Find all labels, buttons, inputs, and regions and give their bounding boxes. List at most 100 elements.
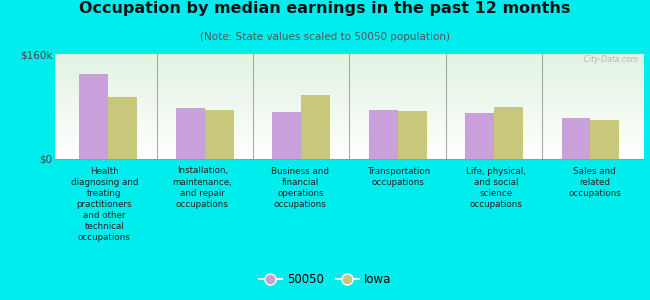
Bar bbox=[562, 118, 590, 159]
Bar bbox=[55, 141, 644, 142]
Bar bbox=[55, 84, 644, 86]
Bar bbox=[55, 79, 644, 80]
Bar bbox=[590, 120, 619, 159]
Bar bbox=[55, 117, 644, 118]
Bar bbox=[55, 144, 644, 145]
Bar bbox=[55, 89, 644, 90]
Bar bbox=[55, 59, 644, 60]
Bar bbox=[55, 91, 644, 92]
Text: Transportation
occupations: Transportation occupations bbox=[367, 167, 430, 187]
Text: Sales and
related
occupations: Sales and related occupations bbox=[568, 167, 621, 198]
Text: Life, physical,
and social
science
occupations: Life, physical, and social science occup… bbox=[467, 167, 526, 209]
Bar bbox=[55, 55, 644, 56]
Bar bbox=[55, 152, 644, 153]
Bar bbox=[55, 78, 644, 79]
Bar bbox=[55, 104, 644, 106]
Bar bbox=[55, 86, 644, 88]
Bar bbox=[55, 110, 644, 111]
Bar bbox=[55, 68, 644, 69]
Bar bbox=[55, 95, 644, 96]
Bar bbox=[55, 64, 644, 66]
Bar bbox=[55, 118, 644, 119]
Bar bbox=[55, 126, 644, 128]
Bar bbox=[55, 154, 644, 155]
Bar bbox=[55, 56, 644, 57]
Bar bbox=[55, 157, 644, 158]
Bar bbox=[55, 148, 644, 150]
Bar bbox=[55, 81, 644, 83]
Bar bbox=[465, 113, 494, 159]
Bar bbox=[55, 105, 644, 106]
Bar bbox=[55, 73, 644, 74]
Bar bbox=[55, 111, 644, 112]
Bar bbox=[55, 136, 644, 137]
Legend: 50050, Iowa: 50050, Iowa bbox=[254, 269, 396, 291]
Bar bbox=[369, 110, 398, 159]
Bar bbox=[398, 111, 426, 159]
Bar bbox=[55, 116, 644, 117]
Bar bbox=[55, 96, 644, 97]
Text: Health
diagnosing and
treating
practitioners
and other
technical
occupations: Health diagnosing and treating practitio… bbox=[70, 167, 138, 242]
Text: City-Data.com: City-Data.com bbox=[578, 55, 638, 64]
Bar bbox=[55, 94, 644, 95]
Bar bbox=[55, 76, 644, 77]
Bar bbox=[55, 140, 644, 141]
Bar bbox=[55, 153, 644, 154]
Text: (Note: State values scaled to 50050 population): (Note: State values scaled to 50050 popu… bbox=[200, 32, 450, 41]
Bar bbox=[55, 61, 644, 62]
Bar bbox=[55, 82, 644, 83]
Bar bbox=[55, 133, 644, 134]
Bar bbox=[55, 120, 644, 121]
Bar bbox=[55, 125, 644, 126]
Bar bbox=[55, 80, 644, 81]
Bar bbox=[55, 113, 644, 114]
Bar bbox=[55, 145, 644, 146]
Bar bbox=[55, 74, 644, 75]
Bar bbox=[55, 66, 644, 67]
Bar bbox=[55, 121, 644, 122]
Bar bbox=[55, 132, 644, 133]
Bar bbox=[55, 112, 644, 113]
Bar bbox=[55, 139, 644, 140]
Bar bbox=[55, 146, 644, 148]
Bar bbox=[55, 149, 644, 151]
Bar bbox=[55, 54, 644, 55]
Bar bbox=[55, 128, 644, 130]
Bar bbox=[205, 110, 233, 159]
Text: Installation,
maintenance,
and repair
occupations: Installation, maintenance, and repair oc… bbox=[172, 167, 232, 209]
Bar bbox=[55, 108, 644, 109]
Bar bbox=[55, 103, 644, 104]
Bar bbox=[79, 74, 109, 159]
Bar bbox=[55, 101, 644, 102]
Bar bbox=[55, 77, 644, 78]
Bar bbox=[55, 92, 644, 93]
Bar bbox=[55, 72, 644, 73]
Bar bbox=[55, 131, 644, 132]
Bar bbox=[55, 99, 644, 100]
Bar bbox=[55, 85, 644, 86]
Bar bbox=[55, 138, 644, 139]
Bar bbox=[55, 100, 644, 101]
Bar bbox=[55, 114, 644, 115]
Bar bbox=[55, 134, 644, 135]
Bar bbox=[301, 95, 330, 159]
Bar bbox=[55, 106, 644, 108]
Bar bbox=[55, 135, 644, 136]
Bar bbox=[55, 156, 644, 157]
Bar bbox=[55, 67, 644, 68]
Bar bbox=[55, 115, 644, 116]
Bar bbox=[55, 60, 644, 62]
Bar bbox=[55, 71, 644, 72]
Bar bbox=[55, 62, 644, 64]
Bar bbox=[55, 119, 644, 120]
Bar bbox=[55, 102, 644, 103]
Bar bbox=[176, 108, 205, 159]
Bar bbox=[55, 123, 644, 124]
Bar bbox=[55, 70, 644, 71]
Bar bbox=[109, 97, 137, 159]
Bar bbox=[55, 158, 644, 159]
Bar bbox=[55, 143, 644, 144]
Bar bbox=[55, 98, 644, 99]
Bar bbox=[55, 155, 644, 156]
Bar bbox=[55, 75, 644, 76]
